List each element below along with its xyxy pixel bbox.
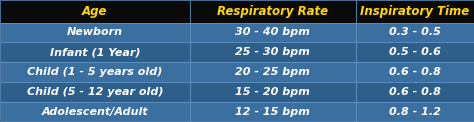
Bar	[356, 102, 474, 121]
Bar	[356, 0, 474, 23]
Text: 0.6 - 0.8: 0.6 - 0.8	[389, 87, 441, 97]
Bar	[190, 42, 356, 62]
Text: 15 - 20 bpm: 15 - 20 bpm	[235, 87, 310, 97]
Text: Child (1 - 5 years old): Child (1 - 5 years old)	[27, 67, 163, 77]
Text: 20 - 25 bpm: 20 - 25 bpm	[235, 67, 310, 77]
Bar	[0, 0, 190, 23]
Text: 30 - 40 bpm: 30 - 40 bpm	[235, 27, 310, 37]
Text: Adolescent/Adult: Adolescent/Adult	[41, 107, 148, 117]
Bar	[190, 0, 356, 23]
Bar	[356, 23, 474, 42]
Text: 0.6 - 0.8: 0.6 - 0.8	[389, 67, 441, 77]
Text: 0.8 - 1.2: 0.8 - 1.2	[389, 107, 441, 117]
Bar	[190, 102, 356, 121]
Bar	[0, 23, 190, 42]
Bar	[190, 23, 356, 42]
Text: Inspiratory Time: Inspiratory Time	[360, 5, 469, 18]
Text: Child (5 - 12 year old): Child (5 - 12 year old)	[27, 87, 163, 97]
Text: 0.5 - 0.6: 0.5 - 0.6	[389, 47, 441, 57]
Bar	[190, 82, 356, 102]
Text: Newborn: Newborn	[67, 27, 123, 37]
Bar	[0, 62, 190, 82]
Bar	[0, 102, 190, 121]
Bar	[356, 62, 474, 82]
Text: 12 - 15 bpm: 12 - 15 bpm	[235, 107, 310, 117]
Text: Infant (1 Year): Infant (1 Year)	[50, 47, 140, 57]
Text: 25 - 30 bpm: 25 - 30 bpm	[235, 47, 310, 57]
Bar	[190, 62, 356, 82]
Bar	[0, 82, 190, 102]
Bar	[356, 42, 474, 62]
Bar	[356, 82, 474, 102]
Text: Age: Age	[82, 5, 108, 18]
Text: 0.3 - 0.5: 0.3 - 0.5	[389, 27, 441, 37]
Bar	[0, 42, 190, 62]
Text: Respiratory Rate: Respiratory Rate	[217, 5, 328, 18]
